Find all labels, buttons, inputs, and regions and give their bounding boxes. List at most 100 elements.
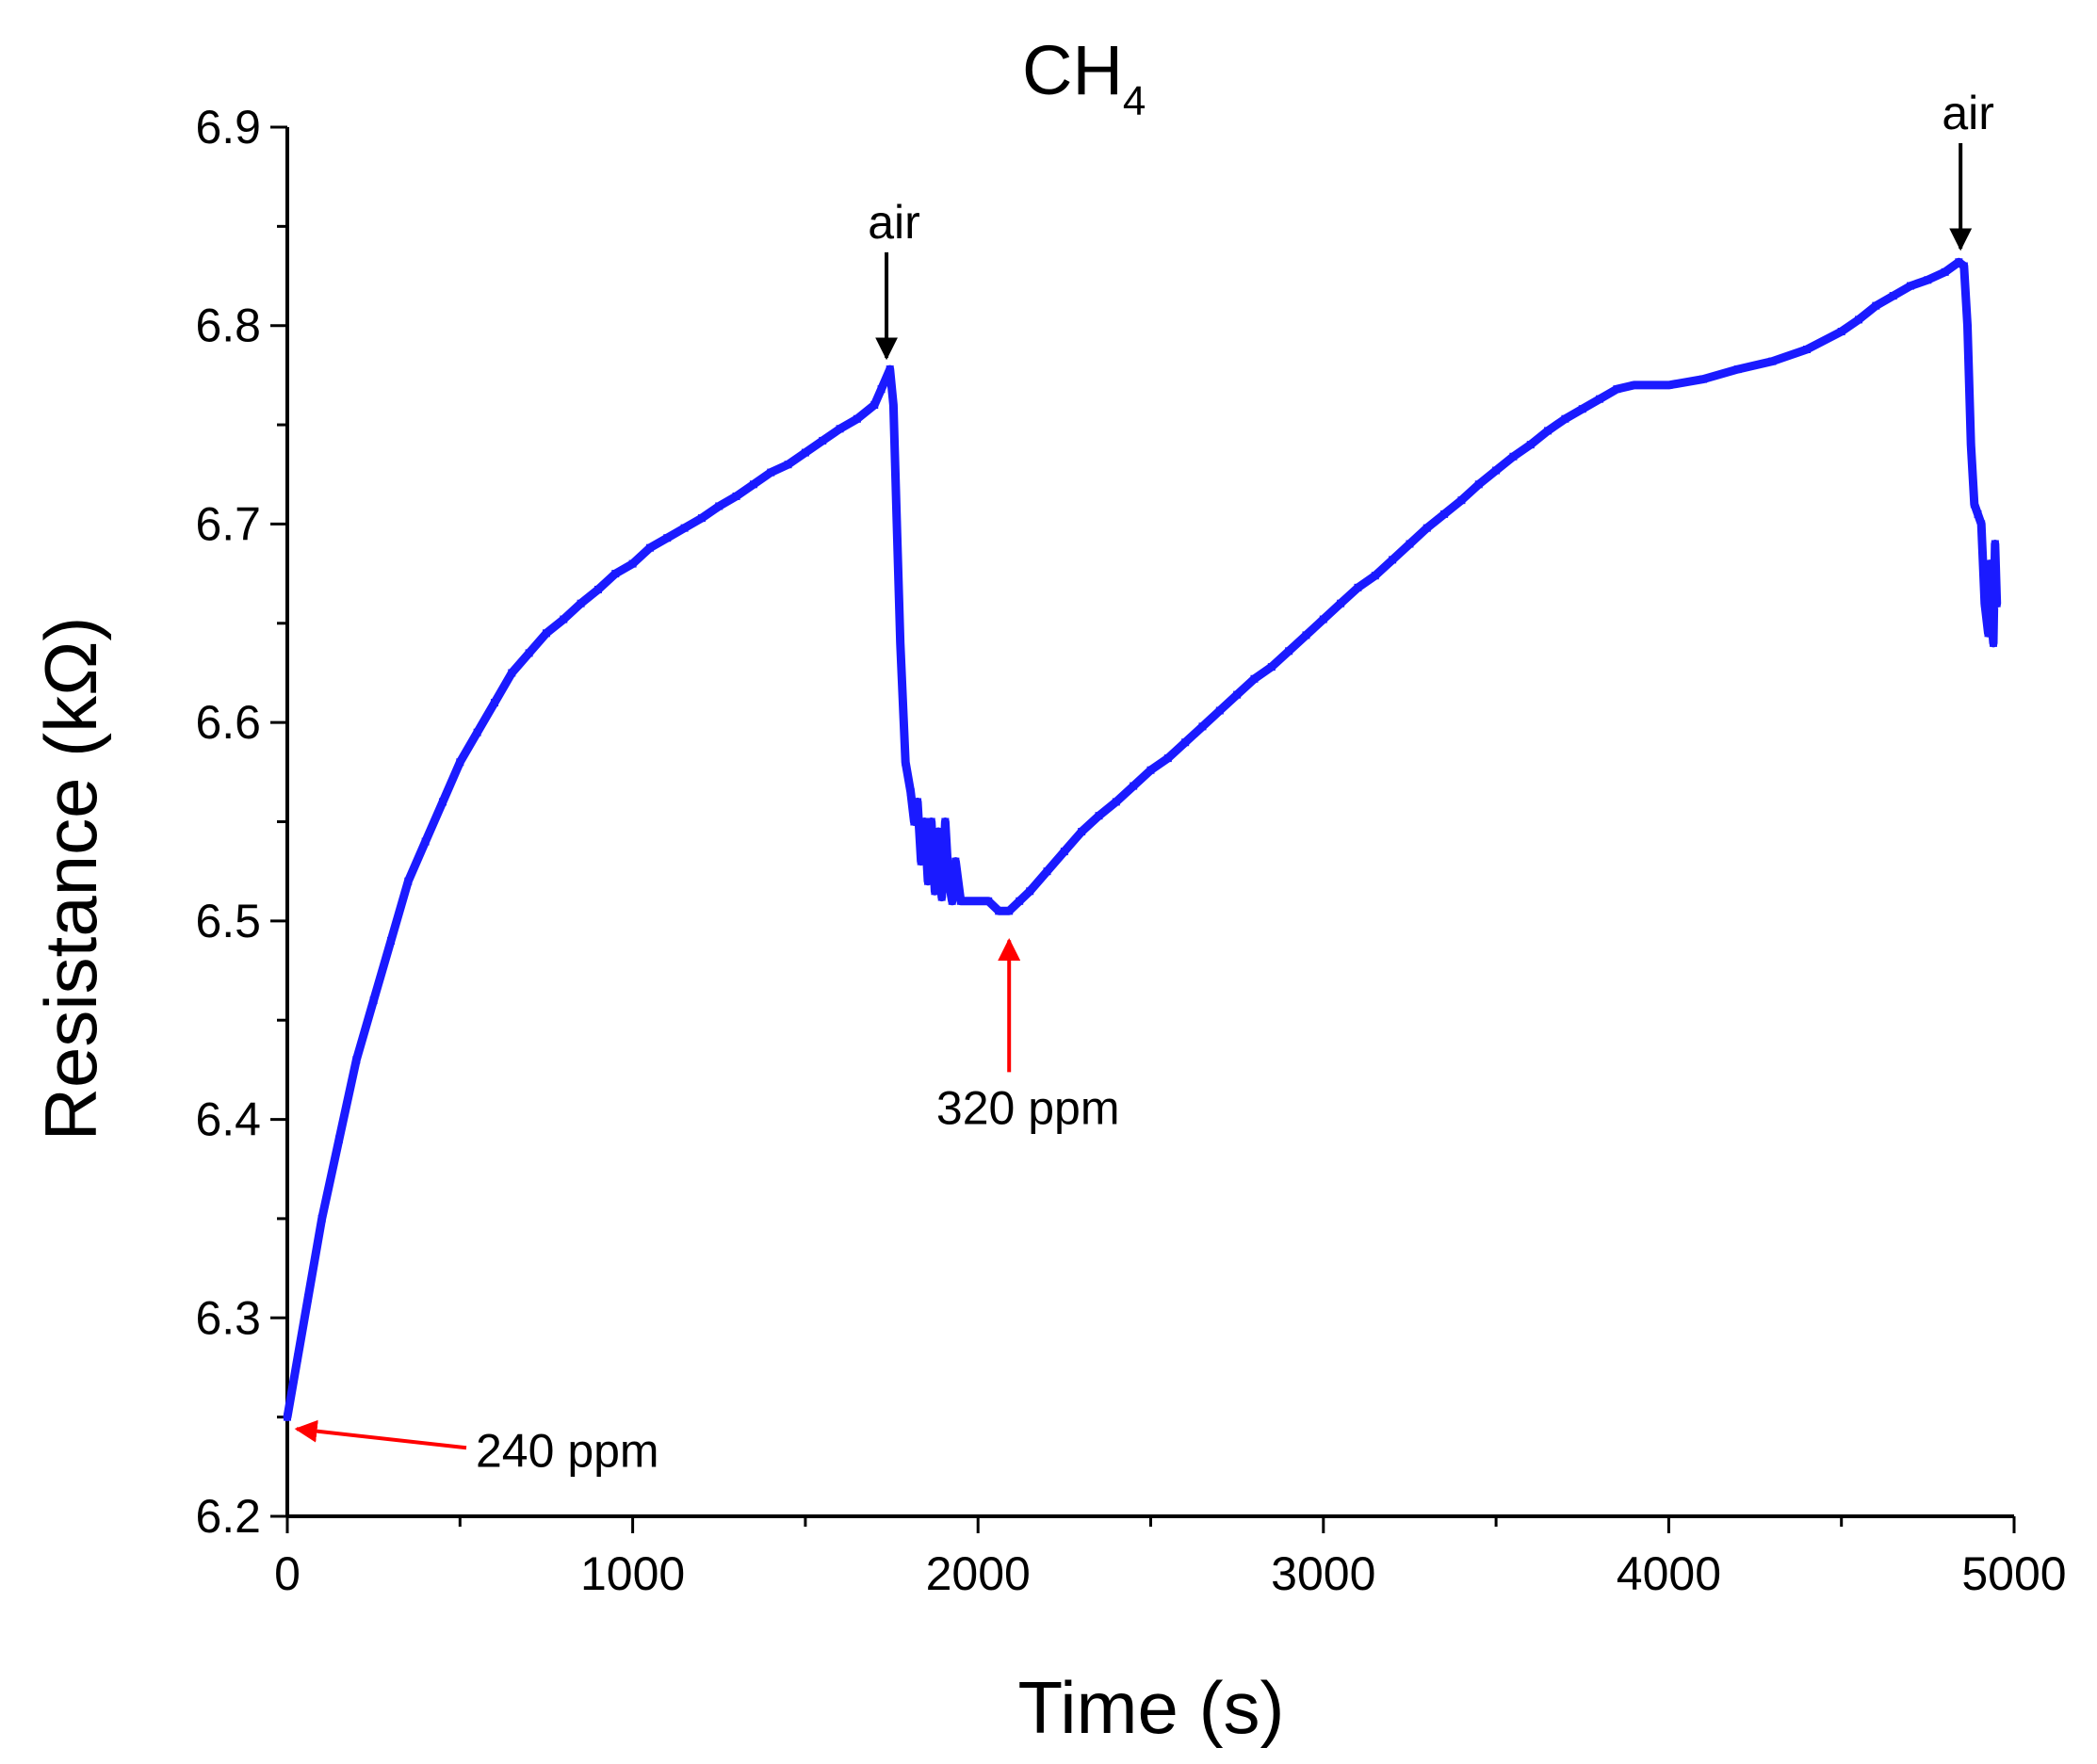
data-point — [1665, 380, 1673, 389]
y-tick-label: 6.6 — [195, 696, 261, 749]
data-point — [1803, 346, 1812, 353]
data-point — [317, 1214, 326, 1222]
data-point — [877, 385, 886, 394]
data-point — [1941, 267, 1949, 276]
data-point — [1872, 301, 1880, 310]
data-point — [1963, 321, 1972, 330]
data-point — [1005, 907, 1014, 915]
data-point — [956, 897, 965, 905]
data-point — [1474, 480, 1483, 489]
data-point — [1991, 540, 1999, 548]
data-point — [1986, 559, 1994, 568]
x-tick-label: 3000 — [1271, 1547, 1375, 1600]
data-point — [1526, 441, 1535, 449]
data-point — [1095, 812, 1103, 820]
data-point — [303, 1294, 312, 1303]
data-point — [1990, 639, 1998, 647]
data-point — [1907, 282, 1915, 290]
data-point — [542, 629, 550, 638]
data-point — [1371, 572, 1379, 580]
data-point — [1026, 887, 1034, 896]
data-point — [1233, 690, 1242, 699]
data-point — [1974, 510, 1982, 518]
data-point — [937, 893, 946, 901]
data-point — [1988, 619, 1996, 627]
data-point — [1389, 556, 1397, 564]
y-tick-label: 6.7 — [195, 497, 261, 550]
data-point — [948, 897, 956, 905]
data-point — [490, 699, 498, 707]
x-tick-label: 1000 — [580, 1547, 685, 1600]
data-point — [577, 599, 585, 607]
data-point — [1980, 599, 1989, 607]
data-point — [902, 758, 910, 767]
data-point — [893, 520, 902, 528]
data-point — [1733, 365, 1742, 374]
data-point — [1354, 583, 1362, 591]
data-point — [421, 837, 430, 846]
data-point — [945, 877, 953, 885]
data-point — [924, 877, 933, 885]
data-point — [1561, 414, 1569, 423]
data-point — [732, 492, 740, 500]
data-point — [1959, 262, 1968, 270]
data-point — [560, 615, 568, 623]
data-point — [593, 585, 602, 593]
data-point — [784, 461, 792, 469]
data-point — [697, 514, 706, 523]
data-point — [1319, 615, 1327, 623]
data-point — [1630, 380, 1638, 389]
data-point — [767, 468, 775, 477]
data-point — [906, 787, 915, 796]
data-point — [508, 669, 516, 677]
data-point — [886, 365, 894, 374]
data-point — [910, 817, 918, 826]
data-point — [663, 534, 672, 542]
data-point — [1699, 375, 1708, 383]
data-point — [404, 877, 413, 885]
data-point — [941, 817, 950, 826]
data-point — [1267, 663, 1276, 672]
data-point — [749, 480, 757, 489]
data-point — [293, 1353, 301, 1362]
data-point — [1440, 510, 1449, 518]
data-point — [853, 414, 861, 423]
data-point — [334, 1135, 343, 1143]
y-tick-label: 6.5 — [195, 895, 261, 947]
data-point — [1924, 276, 1932, 284]
y-tick-label: 6.8 — [195, 299, 261, 352]
data-point — [1112, 798, 1120, 806]
y-tick-label: 6.3 — [195, 1291, 261, 1344]
data-point — [386, 936, 395, 945]
data-point — [1060, 848, 1068, 856]
x-tick-label: 5000 — [1961, 1547, 2066, 1600]
series-line — [283, 257, 2002, 1422]
data-point — [801, 448, 809, 457]
chart-title-subscript: 4 — [1123, 78, 1146, 124]
data-point — [974, 897, 983, 905]
data-point — [920, 817, 929, 826]
data-point — [1285, 647, 1293, 655]
x-ticks: 0 1000 2000 3000 4000 5000 — [274, 1516, 2067, 1600]
data-point — [1181, 738, 1190, 747]
data-point — [931, 887, 939, 896]
data-point — [1967, 441, 1975, 449]
data-point — [1955, 258, 1963, 267]
annotations: air air 240 ppm 320 ppm — [294, 87, 1994, 1477]
data-point — [611, 570, 620, 578]
annotation-arrow — [294, 1419, 467, 1450]
annotation-label: air — [1942, 87, 1994, 139]
data-point — [1984, 629, 1992, 638]
data-point — [951, 857, 960, 866]
data-point — [966, 897, 974, 905]
data-point — [995, 907, 1003, 915]
data-point — [935, 828, 943, 836]
data-point — [1457, 496, 1466, 505]
x-tick-label: 2000 — [926, 1547, 1031, 1600]
data-point — [1889, 292, 1897, 300]
data-point — [680, 524, 689, 532]
data-point — [1406, 540, 1414, 548]
data-point — [1163, 754, 1172, 763]
chart-title: CH4 — [1022, 31, 1146, 124]
data-point — [1250, 674, 1259, 683]
